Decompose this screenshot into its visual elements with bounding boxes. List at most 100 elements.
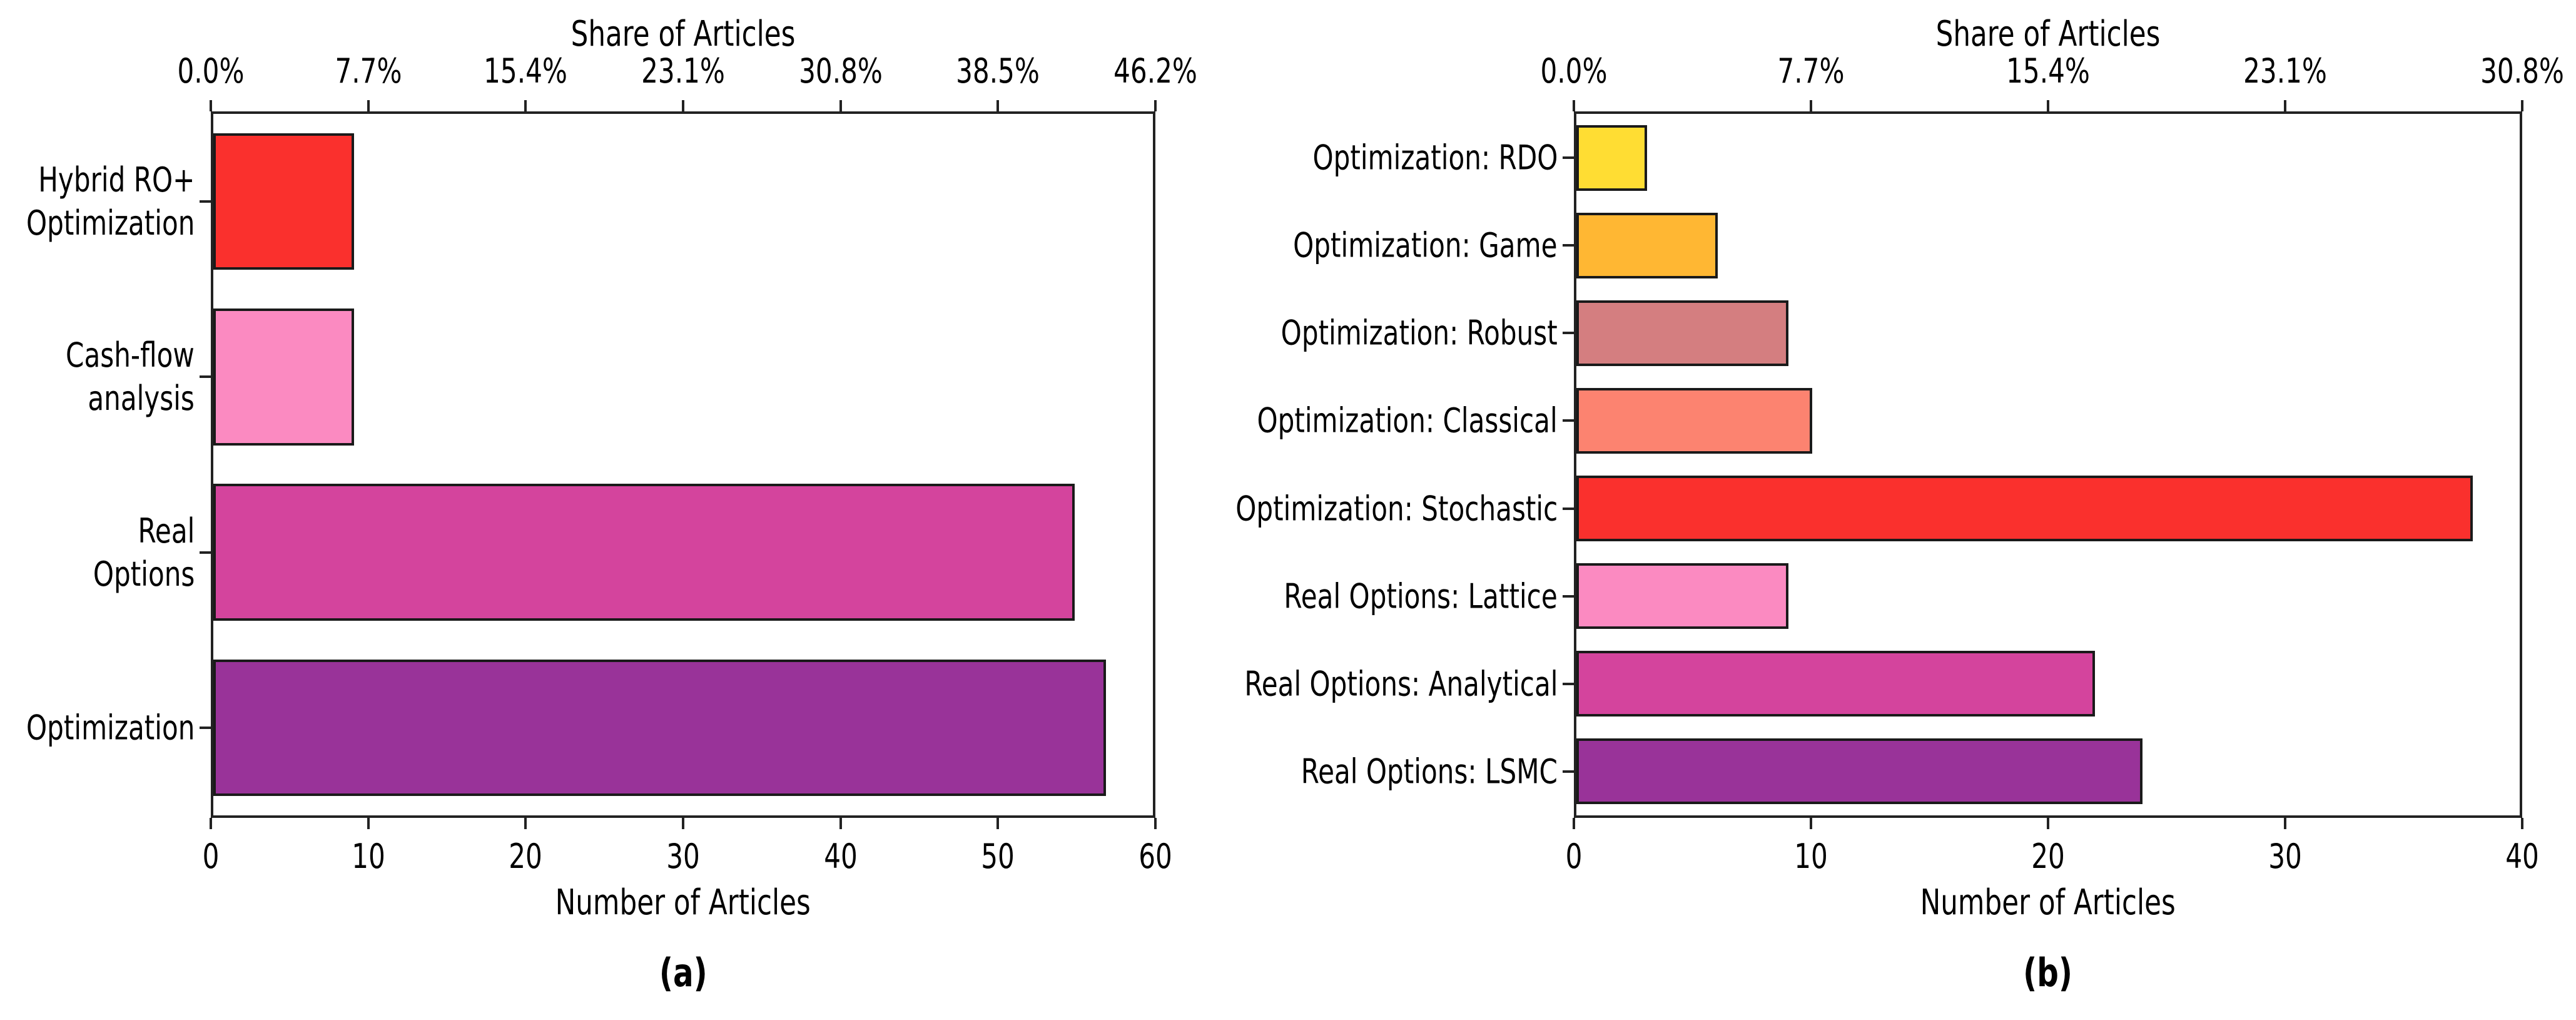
category-label-cash-flow-analysis: Cash-flow analysis bbox=[66, 334, 195, 420]
category-label-real-options: Real Options bbox=[93, 509, 195, 596]
panel-a-bottom-tick bbox=[1154, 818, 1157, 829]
panel-a-top-tick-label: 38.5% bbox=[956, 51, 1040, 91]
panel-a-top-axis-title-text: Share of Articles bbox=[570, 14, 796, 54]
panel-a-xlabel: Number of Articles bbox=[211, 882, 1155, 923]
panel-a-bottom-tick bbox=[524, 818, 527, 829]
panel-b-category-tick bbox=[1563, 156, 1574, 160]
bar-real-options-analytical bbox=[1576, 651, 2095, 717]
bar-optimization-robust bbox=[1576, 300, 1788, 366]
category-label-line: Optimization: Classical bbox=[1257, 400, 1558, 441]
category-label-line: Optimization: Stochastic bbox=[1235, 489, 1558, 529]
category-label-optimization-robust: Optimization: Robust bbox=[1281, 312, 1558, 355]
panel-b-label-text: (b) bbox=[2023, 950, 2073, 996]
panel-a-top-tick bbox=[682, 100, 684, 111]
panel-b-top-tick bbox=[2521, 100, 2523, 111]
category-label-optimization-stochastic: Optimization: Stochastic bbox=[1235, 487, 1558, 530]
category-label-line: Cash-flow bbox=[66, 335, 195, 375]
panel-a-top-tick-label: 23.1% bbox=[641, 51, 725, 91]
category-label-line: analysis bbox=[88, 379, 195, 419]
panel-b-top-tick bbox=[2284, 100, 2286, 111]
bar-real-options-lattice bbox=[1576, 563, 1788, 630]
panel-b-xlabel-text: Number of Articles bbox=[1920, 882, 2176, 923]
panel-a-bottom-tick bbox=[682, 818, 684, 829]
category-label-line: Optimization bbox=[26, 708, 195, 748]
panel-a-top-tick bbox=[1154, 100, 1157, 111]
category-label-line: Optimization: Robust bbox=[1280, 313, 1558, 353]
category-label-optimization: Optimization bbox=[26, 706, 195, 749]
category-label-optimization-rdo: Optimization: RDO bbox=[1312, 136, 1558, 180]
panel-b-top-tick-label: 15.4% bbox=[2006, 51, 2090, 91]
panel-a-label-text: (a) bbox=[659, 950, 707, 996]
panel-b-bottom-tick-label: 0 bbox=[1565, 837, 1583, 876]
panel-a-bottom-tick-label: 0 bbox=[202, 837, 220, 876]
panel-a-bottom-tick-label: 50 bbox=[981, 837, 1015, 876]
panel-b-bottom-tick bbox=[2047, 818, 2049, 829]
panel-a-bottom-tick bbox=[367, 818, 370, 829]
category-label-line: Optimization: Game bbox=[1293, 225, 1558, 265]
bar-optimization-rdo bbox=[1576, 125, 1647, 191]
panel-b-bottom-tick-label: 10 bbox=[1794, 837, 1828, 876]
panel-b-category-tick bbox=[1563, 507, 1574, 510]
bar-real-options bbox=[213, 484, 1075, 621]
panel-b-top-tick-label: 30.8% bbox=[2480, 51, 2564, 91]
panel-b-bottom-tick bbox=[1810, 818, 1812, 829]
category-label-line: Real Options: LSMC bbox=[1301, 752, 1558, 792]
panel-a-category-tick bbox=[200, 726, 211, 729]
category-label-line: Hybrid RO+ bbox=[38, 160, 195, 200]
panel-b-bottom-tick-label: 20 bbox=[2031, 837, 2065, 876]
panel-b-bottom-tick bbox=[2521, 818, 2523, 829]
panel-a-top-tick-label: 15.4% bbox=[484, 51, 568, 91]
panel-b-top-tick-label: 0.0% bbox=[1540, 51, 1608, 91]
category-label-line: Real Options: Analytical bbox=[1244, 664, 1558, 704]
panel-b-category-tick bbox=[1563, 244, 1574, 247]
panel-a-top-tick bbox=[210, 100, 212, 111]
bar-optimization-game bbox=[1576, 212, 1718, 278]
panel-b-category-tick bbox=[1563, 682, 1574, 685]
panel-b-xlabel: Number of Articles bbox=[1574, 882, 2522, 923]
panel-b-top-tick-label: 7.7% bbox=[1777, 51, 1845, 91]
panel-a-top-tick-label: 7.7% bbox=[335, 51, 402, 91]
panel-b-top-tick bbox=[1810, 100, 1812, 111]
bar-optimization bbox=[213, 659, 1106, 797]
panel-b-top-axis-title: Share of Articles bbox=[1574, 14, 2522, 54]
panel-b-bottom-tick bbox=[2284, 818, 2286, 829]
panel-b-top-tick bbox=[1573, 100, 1575, 111]
bar-optimization-classical bbox=[1576, 387, 1812, 454]
category-label-line: Optimization: RDO bbox=[1312, 138, 1558, 178]
category-label-line: Options bbox=[93, 554, 195, 594]
bar-optimization-stochastic bbox=[1576, 476, 2473, 542]
panel-a-category-tick bbox=[200, 375, 211, 379]
panel-a-bottom-tick-label: 60 bbox=[1138, 837, 1172, 876]
category-label-optimization-classical: Optimization: Classical bbox=[1257, 399, 1558, 442]
panel-b-bottom-tick-label: 40 bbox=[2505, 837, 2539, 876]
panel-a-top-tick-label: 46.2% bbox=[1113, 51, 1197, 91]
category-label-real-options-lattice: Real Options: Lattice bbox=[1284, 574, 1558, 618]
panel-a-top-tick bbox=[996, 100, 1000, 111]
panel-b-label: (b) bbox=[1574, 950, 2522, 996]
category-label-line: Real bbox=[138, 511, 195, 551]
panel-a-top-tick-label: 0.0% bbox=[177, 51, 245, 91]
panel-a-label: (a) bbox=[211, 950, 1155, 996]
panel-a-category-tick bbox=[200, 200, 211, 203]
panel-a-top-tick-label: 30.8% bbox=[798, 51, 883, 91]
panel-a-top-axis-title: Share of Articles bbox=[211, 14, 1155, 54]
panel-a-bottom-tick-label: 40 bbox=[823, 837, 858, 876]
category-label-hybrid-ro-optimization: Hybrid RO+ Optimization bbox=[26, 158, 195, 245]
panel-b-top-tick bbox=[2047, 100, 2049, 111]
panel-a-bottom-tick bbox=[839, 818, 842, 829]
panel-a-category-tick bbox=[200, 551, 211, 554]
panel-a-top-tick bbox=[524, 100, 527, 111]
panel-b-bottom-tick-label: 30 bbox=[2268, 837, 2302, 876]
panel-a-bottom-tick-label: 10 bbox=[351, 837, 385, 876]
panel-b-category-tick bbox=[1563, 594, 1574, 598]
panel-b-category-tick bbox=[1563, 770, 1574, 773]
panel-a-bottom-tick-label: 30 bbox=[666, 837, 700, 876]
panel-b-bottom-tick bbox=[1573, 818, 1575, 829]
panel-b-category-tick bbox=[1563, 419, 1574, 422]
category-label-real-options-lsmc: Real Options: LSMC bbox=[1301, 750, 1558, 793]
bar-cash-flow-analysis bbox=[213, 309, 354, 446]
panel-a-bottom-tick bbox=[996, 818, 1000, 829]
panel-a-bottom-tick bbox=[210, 818, 212, 829]
panel-a-bottom-tick-label: 20 bbox=[509, 837, 543, 876]
